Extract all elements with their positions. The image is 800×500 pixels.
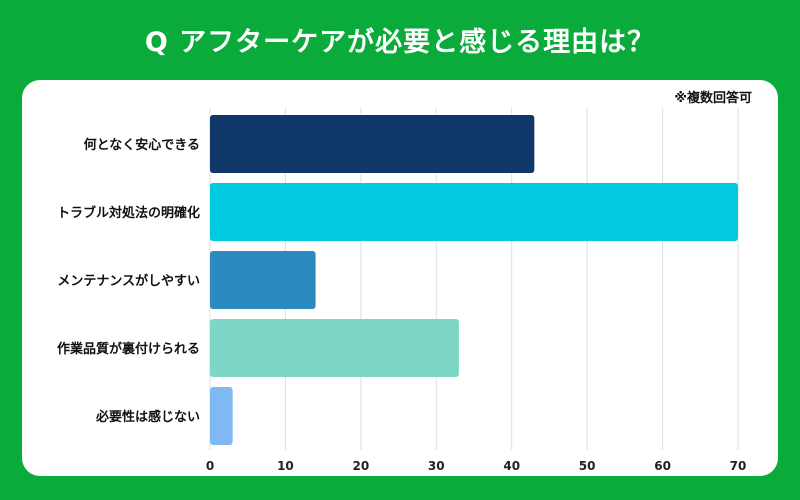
bar-4 <box>210 319 459 377</box>
bar-1 <box>210 115 535 173</box>
category-labels: 何となく安心できるトラブル対処法の明確化メンテナンスがしやすい作業品質が裏付けら… <box>57 137 200 425</box>
category-label: メンテナンスがしやすい <box>57 273 200 289</box>
bar-2 <box>210 183 738 241</box>
x-tick-label: 30 <box>428 459 445 473</box>
chart-title: Q アフターケアが必要と感じる理由は？ <box>144 27 656 58</box>
bar-3 <box>210 251 316 309</box>
category-label: 何となく安心できる <box>84 137 200 153</box>
bar-5 <box>210 387 233 445</box>
chart-card: ※複数回答可 何となく安心できるトラブル対処法の明確化 メンテナンスがしやすい 作業… <box>22 80 778 476</box>
x-tick-labels: 0 10 20 30 40 50 60 70 <box>206 459 747 473</box>
bars <box>210 115 738 445</box>
x-tick-label: 70 <box>730 459 747 473</box>
category-label: トラブル対処法の明確化 <box>57 205 200 221</box>
x-tick-label: 20 <box>353 459 370 473</box>
multiple-answer-note: ※複数回答可 <box>674 91 752 106</box>
category-label: 必要性は感じない <box>95 409 200 425</box>
x-tick-label: 60 <box>654 459 671 473</box>
x-tick-label: 40 <box>503 459 520 473</box>
category-label: 作業品質が裏付けられる <box>57 341 200 357</box>
x-tick-label: 0 <box>206 459 214 473</box>
x-tick-label: 10 <box>277 459 294 473</box>
bar-chart: 何となく安心できるトラブル対処法の明確化メンテナンスがしやすい作業品質が裏付けら… <box>57 108 747 473</box>
x-tick-label: 50 <box>579 459 596 473</box>
